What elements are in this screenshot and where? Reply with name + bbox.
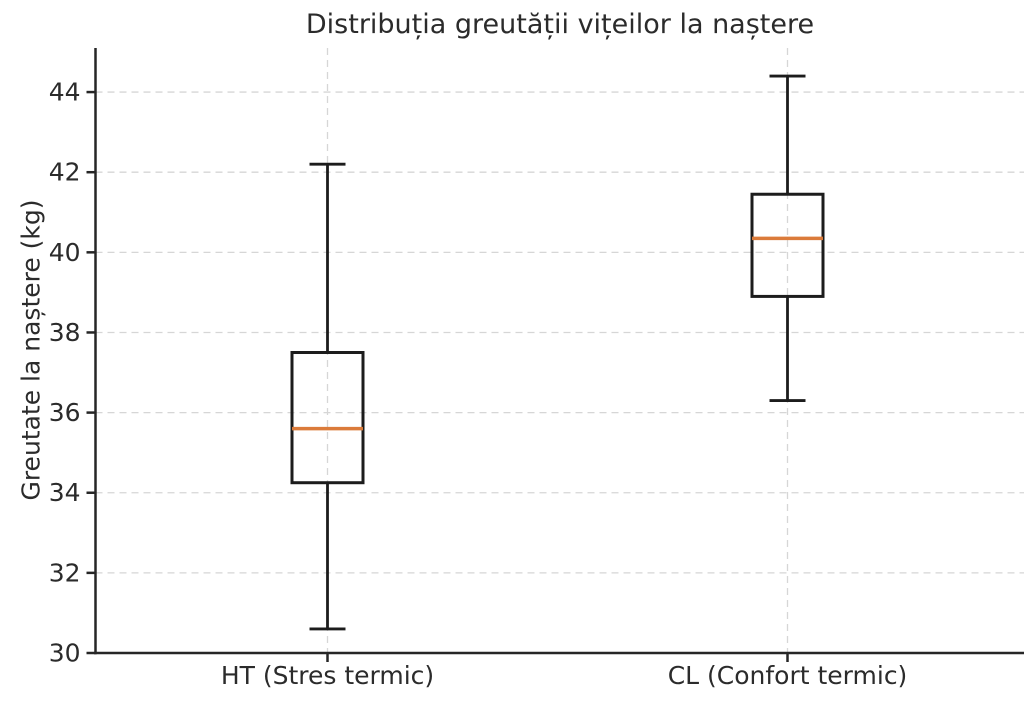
x-tick-label: HT (Stres termic): [221, 661, 434, 690]
y-tick-label: 42: [49, 158, 81, 187]
y-tick-label: 30: [49, 639, 81, 668]
iqr-box: [290, 351, 365, 485]
iqr-box: [750, 192, 825, 298]
y-tick-label: 34: [49, 478, 81, 507]
x-tick-label: CL (Confort termic): [668, 661, 908, 690]
y-tick-label: 40: [49, 238, 81, 267]
y-tick-label: 44: [49, 78, 81, 107]
chart-title: Distribuția greutății vițeilor la nașter…: [305, 9, 815, 40]
y-tick-label: 32: [49, 558, 81, 587]
y-tick-label: 38: [49, 318, 81, 347]
y-tick-label: 36: [49, 398, 81, 427]
